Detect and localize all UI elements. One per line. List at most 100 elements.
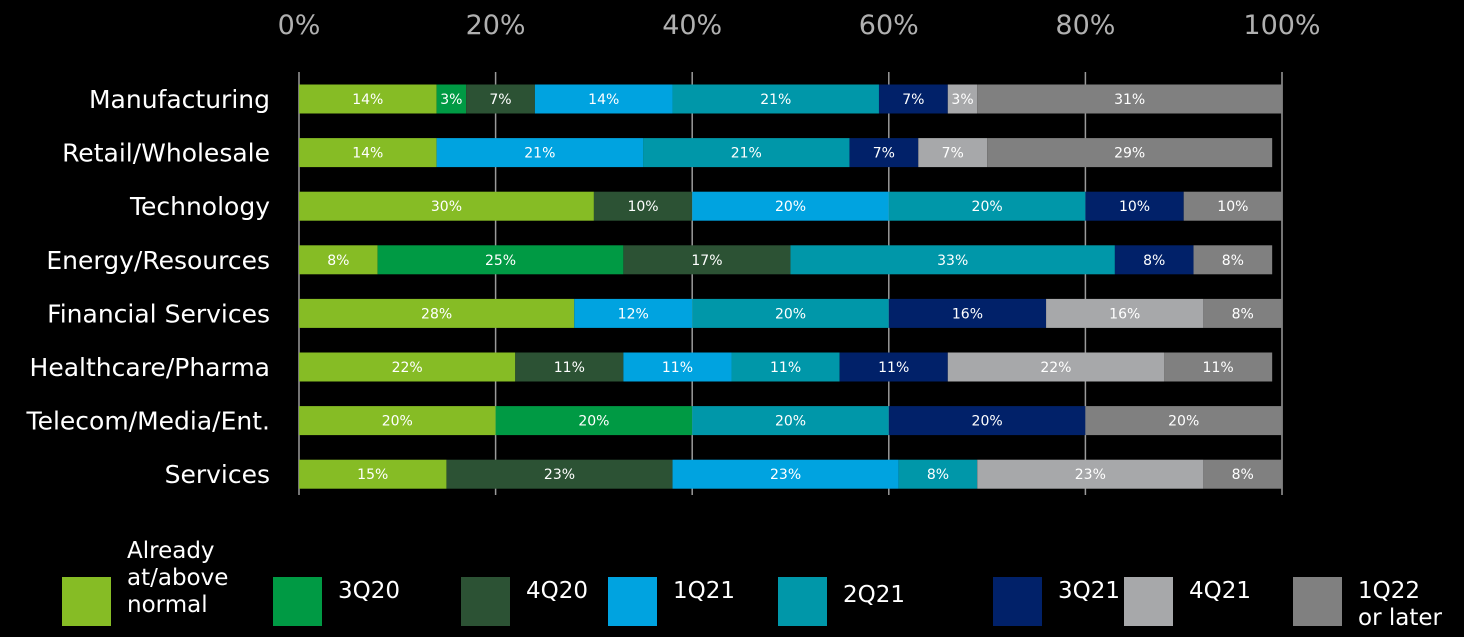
legend-label: 1Q22 or later [1358, 578, 1442, 631]
legend-swatch [1293, 577, 1342, 626]
legend-label: Already at/above normal [127, 538, 229, 618]
data-label: 11% [1203, 360, 1234, 376]
category-label: Manufacturing [89, 85, 270, 114]
bar-segment [299, 406, 496, 436]
data-label: 17% [691, 253, 722, 269]
bar-segment [731, 352, 840, 382]
data-label: 7% [942, 146, 964, 162]
bar-segment [692, 191, 889, 221]
legend-item: 3Q21 [993, 530, 1120, 626]
bar-segment [593, 191, 693, 221]
category-label: Energy/Resources [46, 246, 270, 275]
legend-swatch [778, 577, 827, 626]
legend-label: 1Q21 [673, 578, 736, 604]
bar-segment [466, 84, 535, 114]
legend: Already at/above normal 3Q20 4Q20 1Q21 2Q21 3… [0, 530, 1464, 637]
bar-segment [1193, 245, 1273, 275]
bars: 14% 3% 7% 14% 21% 7% 3% 31% 14% 21% 21% 7% 7% 29% 30% 1… [299, 84, 1282, 489]
bar-segment [1164, 352, 1273, 382]
data-label: 20% [972, 199, 1003, 215]
data-label: 8% [1143, 253, 1165, 269]
bar-segment [888, 298, 1047, 328]
data-label: 10% [1119, 199, 1150, 215]
data-label: 20% [972, 414, 1003, 430]
bar-segment [947, 84, 978, 114]
data-label: 8% [927, 467, 949, 483]
legend-swatch [993, 577, 1042, 626]
legend-swatch [461, 577, 510, 626]
data-label: 29% [1114, 146, 1145, 162]
data-label: 33% [937, 253, 968, 269]
bar-segment [878, 84, 948, 114]
data-label: 22% [392, 360, 423, 376]
legend-label: 4Q20 [526, 578, 589, 604]
data-label: 20% [775, 199, 806, 215]
bar-segment [436, 84, 467, 114]
data-label: 11% [878, 360, 909, 376]
data-label: 11% [662, 360, 693, 376]
bar-segment [446, 459, 673, 489]
legend-item: 4Q20 [461, 530, 588, 626]
data-label: 14% [352, 146, 383, 162]
legend-item: Already at/above normal [62, 530, 228, 626]
data-label: 23% [1075, 467, 1106, 483]
data-label: 20% [775, 306, 806, 322]
bar-segment [515, 352, 624, 382]
legend-label: 2Q21 [843, 582, 906, 608]
data-label: 22% [1040, 360, 1071, 376]
bar-segment [888, 406, 1086, 436]
data-label: 20% [382, 414, 413, 430]
bar-segment [918, 138, 988, 168]
legend-label: 4Q21 [1189, 578, 1252, 604]
legend-item: 3Q20 [273, 530, 400, 626]
category-label: Retail/Wholesale [62, 139, 270, 168]
legend-item: 4Q21 [1124, 530, 1251, 626]
bar-segment [790, 245, 1115, 275]
legend-label: 3Q20 [338, 578, 401, 604]
bar-segment [299, 459, 447, 489]
bar-segment [987, 138, 1273, 168]
legend-item: 2Q21 [778, 530, 905, 626]
bar-segment [1203, 459, 1282, 489]
x-tick-label: 60% [859, 10, 919, 41]
bar-segment [849, 138, 919, 168]
data-label: 16% [1109, 306, 1140, 322]
bar-segment [299, 352, 516, 382]
data-label: 8% [1232, 467, 1254, 483]
legend-swatch [608, 577, 657, 626]
bar-segment [377, 245, 624, 275]
bar-segment [623, 352, 732, 382]
data-label: 20% [578, 414, 609, 430]
data-label: 3% [440, 92, 462, 108]
bar-segment [1203, 298, 1282, 328]
data-label: 14% [588, 92, 619, 108]
bar-segment [495, 406, 693, 436]
bar-segment [977, 84, 1282, 114]
data-label: 25% [485, 253, 516, 269]
data-label: 21% [760, 92, 791, 108]
category-label: Services [165, 460, 270, 489]
data-label: 7% [873, 146, 895, 162]
data-label: 23% [544, 467, 575, 483]
data-label: 31% [1114, 92, 1145, 108]
data-label: 3% [951, 92, 973, 108]
category-label: Telecom/Media/Ent. [26, 407, 270, 436]
bar-segment [1085, 191, 1184, 221]
bar-segment [534, 84, 673, 114]
bar-segment [299, 298, 575, 328]
bar-segment [1114, 245, 1194, 275]
bar-segment [692, 406, 889, 436]
x-tick-label: 80% [1055, 10, 1115, 41]
bar-segment [692, 298, 889, 328]
bar-segment [977, 459, 1204, 489]
bar-segment [839, 352, 948, 382]
bar-segment [574, 298, 693, 328]
data-label: 28% [421, 306, 452, 322]
legend-swatch [273, 577, 322, 626]
bar-segment [672, 459, 899, 489]
legend-swatch [62, 577, 111, 626]
bar-segment [299, 138, 437, 168]
x-tick-label: 100% [1243, 10, 1320, 41]
x-axis-ticks: 0% 20% 40% 60% 80% 100% [278, 10, 1321, 41]
data-label: 12% [618, 306, 649, 322]
